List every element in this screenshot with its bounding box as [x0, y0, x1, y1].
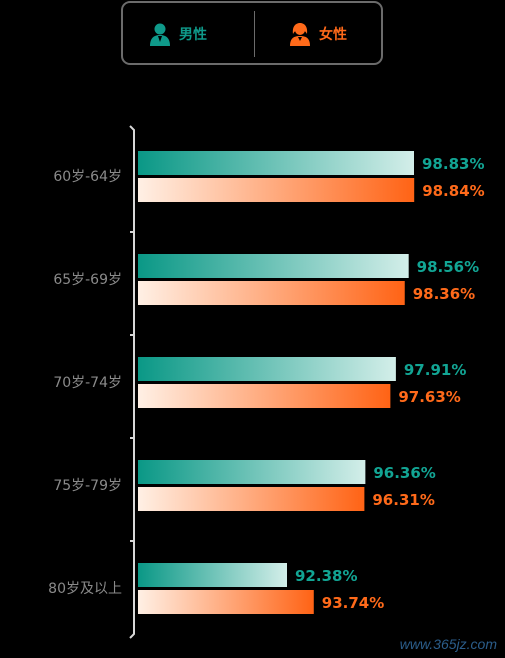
legend-label-male: 男性 — [179, 27, 207, 43]
data-label-female: 98.36% — [413, 285, 475, 303]
legend-label-female: 女性 — [319, 27, 347, 43]
watermark: www.365jz.com — [399, 636, 497, 652]
bar-male — [138, 151, 414, 175]
category-label: 60岁-64岁 — [53, 169, 122, 185]
data-label-male: 92.38% — [295, 567, 357, 585]
category-label: 75岁-79岁 — [53, 478, 122, 494]
y-axis-line — [129, 125, 135, 639]
category-label: 80岁及以上 — [48, 581, 122, 597]
data-label-female: 93.74% — [322, 594, 384, 612]
data-label-male: 96.36% — [373, 464, 435, 482]
bar-male — [138, 563, 287, 587]
category-label: 70岁-74岁 — [53, 375, 122, 391]
legend-item-female: 女性 — [289, 21, 347, 47]
legend-divider — [254, 11, 255, 57]
data-label-female: 97.63% — [398, 388, 460, 406]
bar-female — [138, 487, 365, 511]
data-label-female: 98.84% — [422, 182, 484, 200]
bar-female — [138, 281, 405, 305]
female-person-icon — [290, 23, 310, 46]
category-label: 65岁-69岁 — [53, 272, 122, 288]
data-label-female: 96.31% — [372, 491, 434, 509]
bar-female — [138, 178, 415, 202]
bar-male — [138, 357, 396, 381]
legend-item-male: 男性 — [149, 21, 207, 47]
data-label-male: 98.56% — [417, 258, 479, 276]
bar-male — [138, 254, 409, 278]
bar-female — [138, 384, 391, 408]
bar-male — [138, 460, 366, 484]
data-label-male: 97.91% — [404, 361, 466, 379]
male-person-icon — [150, 23, 170, 46]
data-label-male: 98.83% — [422, 155, 484, 173]
bar-female — [138, 590, 314, 614]
legend: 男性 女性 — [121, 1, 383, 65]
